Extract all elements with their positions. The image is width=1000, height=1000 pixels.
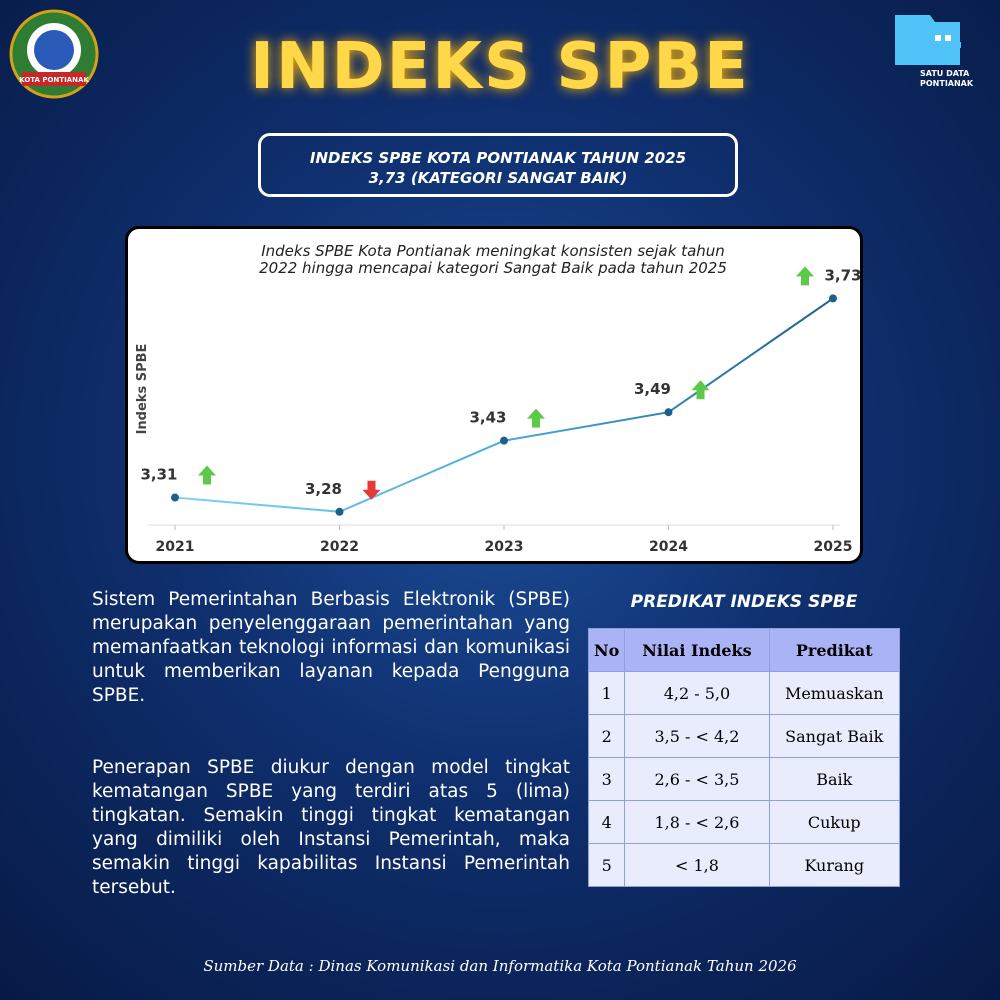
table-cell: Memuaskan	[768, 671, 901, 715]
x-tick-label: 2021	[156, 539, 195, 555]
value-label: 3,49	[634, 380, 671, 398]
trend-arrow	[527, 408, 545, 428]
table-cell: 3,5 - < 4,2	[624, 714, 770, 758]
subtitle: 3,73 (KATEGORI SANGAT BAIK)	[368, 169, 628, 187]
table-cell: Cukup	[768, 800, 901, 844]
x-tick-label: 2025	[814, 539, 853, 555]
trend-arrow	[198, 465, 216, 485]
trend-arrow	[362, 480, 381, 500]
subtitle: INDEKS SPBE KOTA PONTIANAK TAHUN 2025	[309, 149, 687, 167]
table-row: 4 1,8 - < 2,6 Cukup	[587, 800, 901, 844]
logo-text: SATU DATA	[920, 69, 970, 78]
table-title: PREDIKAT INDEKS SPBE	[630, 592, 858, 612]
logo-left: KOTA PONTIANAK	[9, 9, 99, 99]
table-row: 2 3,5 - < 4,2 Sangat Baik	[587, 714, 901, 758]
table-cell: 4,2 - 5,0	[624, 671, 770, 715]
table-cell: < 1,8	[624, 843, 770, 887]
table-cell: 1,8 - < 2,6	[624, 800, 770, 844]
table-cell: 2,6 - < 3,5	[624, 757, 770, 801]
table: No Nilai Indeks Predikat 1 4,2 - 5,0 Memuaska…	[587, 628, 901, 887]
chart: Indeks SPBE Kota Pontianak meningkat kon…	[135, 242, 862, 555]
logo-text: KOTA PONTIANAK	[19, 76, 89, 84]
paragraph: Sistem Pemerintahan Berbasis Elektronik …	[92, 589, 570, 706]
line	[174, 297, 834, 513]
chart-card: Indeks SPBE Kota Pontianak meningkat kon…	[125, 226, 863, 564]
value-label: 3,43	[469, 409, 506, 427]
table-cell: Baik	[768, 757, 901, 801]
table-cell: Kurang	[768, 843, 901, 887]
source: Sumber Data : Dinas Komunikasi dan Infor…	[203, 957, 797, 975]
trend-arrow	[796, 266, 814, 286]
table-header: No	[587, 628, 626, 672]
table-cell: 5	[587, 843, 626, 887]
table-header: Predikat	[768, 628, 901, 672]
table-cell: 3	[587, 757, 626, 801]
x-tick-label: 2022	[320, 539, 359, 555]
value-label: 3,28	[305, 480, 342, 498]
paragraph: Penerapan SPBE diukur dengan model tingk…	[92, 757, 570, 898]
point	[664, 408, 673, 417]
subtitle-box: INDEKS SPBE KOTA PONTIANAK TAHUN 2025 3,…	[258, 133, 738, 197]
table-row: 5 < 1,8 Kurang	[587, 843, 901, 887]
logo-text: PONTIANAK	[920, 79, 974, 88]
annotation: Indeks SPBE Kota Pontianak meningkat kon…	[261, 242, 725, 260]
point	[829, 294, 837, 303]
annotation: 2022 hingga mencapai kategori Sangat Bai…	[259, 259, 727, 277]
table-header: Nilai Indeks	[624, 628, 770, 672]
table-cell: 2	[587, 714, 626, 758]
table-cell: 1	[587, 671, 626, 715]
x-tick-label: 2024	[649, 539, 688, 555]
y-axis-label: Indeks SPBE	[135, 344, 150, 435]
title: INDEKS SPBE	[250, 30, 750, 104]
logo-right: SATU DATA PONTIANAK	[895, 15, 974, 88]
table-cell: Sangat Baik	[768, 714, 901, 758]
trend-arrow	[691, 380, 710, 400]
x-tick-label: 2023	[485, 539, 524, 555]
point	[171, 493, 179, 502]
point	[500, 436, 508, 445]
table-row: 1 4,2 - 5,0 Memuaskan	[587, 671, 901, 715]
table-row: 3 2,6 - < 3,5 Baik	[587, 757, 901, 801]
table-cell: 4	[587, 800, 626, 844]
value-label: 3,73	[824, 266, 860, 284]
value-label: 3,31	[140, 466, 177, 484]
point	[335, 507, 344, 516]
